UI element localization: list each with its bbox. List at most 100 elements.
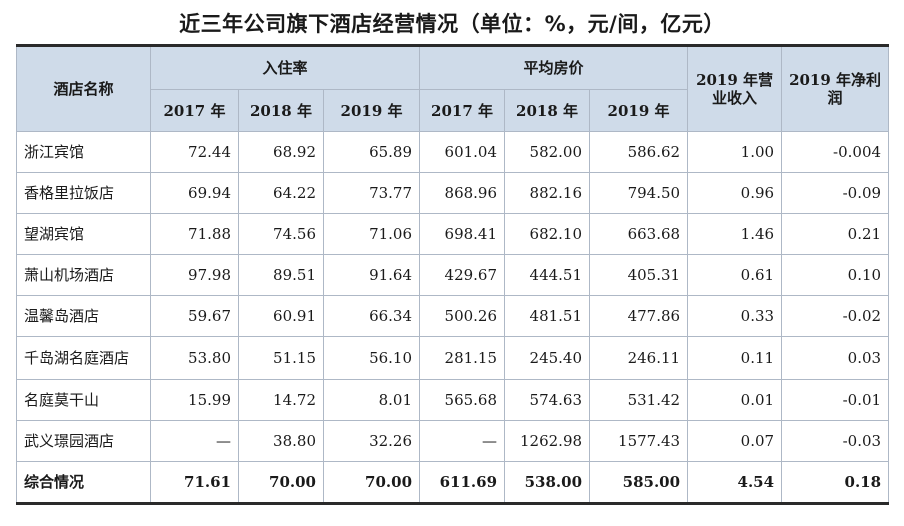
cell-occupancy: 66.34: [323, 295, 421, 337]
cell-profit: -0.03: [781, 420, 890, 462]
cell-hotel-name: 综合情况: [16, 461, 151, 505]
cell-hotel-name: 名庭莫干山: [16, 379, 151, 421]
cell-avg-price: 794.50: [589, 172, 689, 214]
cell-avg-price: 429.67: [419, 254, 506, 296]
cell-profit: -0.01: [781, 379, 890, 421]
cell-occupancy: 89.51: [238, 254, 324, 296]
cell-avg-price: 868.96: [419, 172, 506, 214]
header-occupancy: 入住率: [150, 44, 421, 90]
cell-avg-price: 611.69: [419, 461, 506, 505]
cell-occupancy: 70.00: [323, 461, 421, 505]
cell-avg-price: 1577.43: [589, 420, 689, 462]
cell-avg-price: 586.62: [589, 131, 689, 173]
header-occ-year: 2017 年: [150, 89, 239, 132]
cell-revenue: 0.01: [687, 379, 783, 421]
cell-avg-price: 582.00: [504, 131, 591, 173]
cell-hotel-name: 武义璟园酒店: [16, 420, 151, 462]
cell-occupancy: 65.89: [323, 131, 421, 173]
cell-occupancy: 8.01: [323, 379, 421, 421]
header-hotel-name: 酒店名称: [16, 44, 151, 132]
cell-profit: 0.21: [781, 213, 890, 255]
cell-occupancy: 60.91: [238, 295, 324, 337]
cell-hotel-name: 浙江宾馆: [16, 131, 151, 173]
table-row: 名庭莫干山 15.99 14.72 8.01 565.68 574.63 531.42 0.0…: [16, 379, 890, 421]
cell-revenue: 0.11: [687, 336, 783, 380]
cell-avg-price: 477.86: [589, 295, 689, 337]
cell-avg-price: 663.68: [589, 213, 689, 255]
cell-avg-price: 585.00: [589, 461, 689, 505]
header-occ-year: 2018 年: [238, 89, 324, 132]
cell-occupancy: 64.22: [238, 172, 324, 214]
cell-profit: 0.03: [781, 336, 890, 380]
header-row-years: 2017 年 2018 年 2019 年 2017 年 2018 年 2019 …: [17, 89, 889, 132]
cell-profit: -0.004: [781, 131, 890, 173]
table-row: 望湖宾馆 71.88 74.56 71.06 698.41 682.10 663.68 1.4…: [16, 213, 890, 255]
cell-avg-price: 682.10: [504, 213, 591, 255]
cell-hotel-name: 萧山机场酒店: [16, 254, 151, 296]
cell-avg-price: 882.16: [504, 172, 591, 214]
header-row-top: 酒店名称 入住率 平均房价 2019 年营业收入 2019 年净利润: [16, 44, 890, 132]
cell-occupancy: 53.80: [150, 336, 239, 380]
hotel-operations-table: 酒店名称 入住率 平均房价 2019 年营业收入 2019 年净利润 2017 …: [16, 44, 890, 505]
cell-occupancy: 71.61: [150, 461, 239, 505]
cell-avg-price: 281.15: [419, 336, 506, 380]
cell-occupancy: 91.64: [323, 254, 421, 296]
cell-avg-price: 698.41: [419, 213, 506, 255]
cell-hotel-name: 望湖宾馆: [16, 213, 151, 255]
cell-revenue: 0.33: [687, 295, 783, 337]
cell-occupancy: 72.44: [150, 131, 239, 173]
cell-occupancy: 56.10: [323, 336, 421, 380]
cell-occupancy: 15.99: [150, 379, 239, 421]
cell-occupancy: 97.98: [150, 254, 239, 296]
cell-avg-price: 565.68: [419, 379, 506, 421]
table-row-total: 综合情况 71.61 70.00 70.00 611.69 538.00 585.00 4.5…: [16, 461, 890, 505]
cell-revenue: 0.07: [687, 420, 783, 462]
cell-hotel-name: 香格里拉饭店: [16, 172, 151, 214]
cell-revenue: 4.54: [687, 461, 783, 505]
header-price-year: 2019 年: [589, 89, 689, 132]
cell-revenue: 1.00: [687, 131, 783, 173]
header-occ-year: 2019 年: [323, 89, 421, 132]
cell-avg-price: 444.51: [504, 254, 591, 296]
cell-occupancy: 71.06: [323, 213, 421, 255]
table-row: 萧山机场酒店 97.98 89.51 91.64 429.67 444.51 405.31 0…: [16, 254, 890, 296]
cell-occupancy: 74.56: [238, 213, 324, 255]
table-row: 香格里拉饭店 69.94 64.22 73.77 868.96 882.16 794.50 0…: [16, 172, 890, 214]
header-price-year: 2018 年: [504, 89, 591, 132]
cell-revenue: 1.46: [687, 213, 783, 255]
cell-occupancy: 69.94: [150, 172, 239, 214]
cell-occupancy: 71.88: [150, 213, 239, 255]
cell-occupancy: —: [150, 420, 239, 462]
cell-occupancy: 73.77: [323, 172, 421, 214]
cell-avg-price: 1262.98: [504, 420, 591, 462]
cell-hotel-name: 温馨岛酒店: [16, 295, 151, 337]
cell-avg-price: 246.11: [589, 336, 689, 380]
table-row: 温馨岛酒店 59.67 60.91 66.34 500.26 481.51 477.86 0.…: [16, 295, 890, 337]
cell-occupancy: 14.72: [238, 379, 324, 421]
cell-avg-price: —: [419, 420, 506, 462]
header-avg-price: 平均房价: [419, 44, 689, 90]
cell-occupancy: 32.26: [323, 420, 421, 462]
header-price-year: 2017 年: [419, 89, 506, 132]
cell-profit: 0.10: [781, 254, 890, 296]
cell-avg-price: 574.63: [504, 379, 591, 421]
cell-avg-price: 245.40: [504, 336, 591, 380]
cell-avg-price: 405.31: [589, 254, 689, 296]
cell-profit: 0.18: [781, 461, 890, 505]
cell-avg-price: 481.51: [504, 295, 591, 337]
cell-avg-price: 500.26: [419, 295, 506, 337]
cell-profit: -0.02: [781, 295, 890, 337]
header-revenue-2019: 2019 年营业收入: [687, 44, 783, 132]
table-row: 千岛湖名庭酒店 53.80 51.15 56.10 281.15 245.40 246.11…: [16, 336, 890, 380]
table-row: 浙江宾馆 72.44 68.92 65.89 601.04 582.00 586.62 1.0…: [16, 131, 890, 173]
cell-occupancy: 38.80: [238, 420, 324, 462]
cell-hotel-name: 千岛湖名庭酒店: [16, 336, 151, 380]
cell-occupancy: 70.00: [238, 461, 324, 505]
cell-avg-price: 538.00: [504, 461, 591, 505]
cell-occupancy: 51.15: [238, 336, 324, 380]
cell-profit: -0.09: [781, 172, 890, 214]
cell-revenue: 0.96: [687, 172, 783, 214]
table-title: 近三年公司旗下酒店经营情况（单位：%，元/间，亿元）: [179, 12, 725, 36]
table-row: 武义璟园酒店 —38.80 32.26—1262.98 1577.43 0.07 -0.0…: [16, 420, 890, 462]
cell-occupancy: 59.67: [150, 295, 239, 337]
